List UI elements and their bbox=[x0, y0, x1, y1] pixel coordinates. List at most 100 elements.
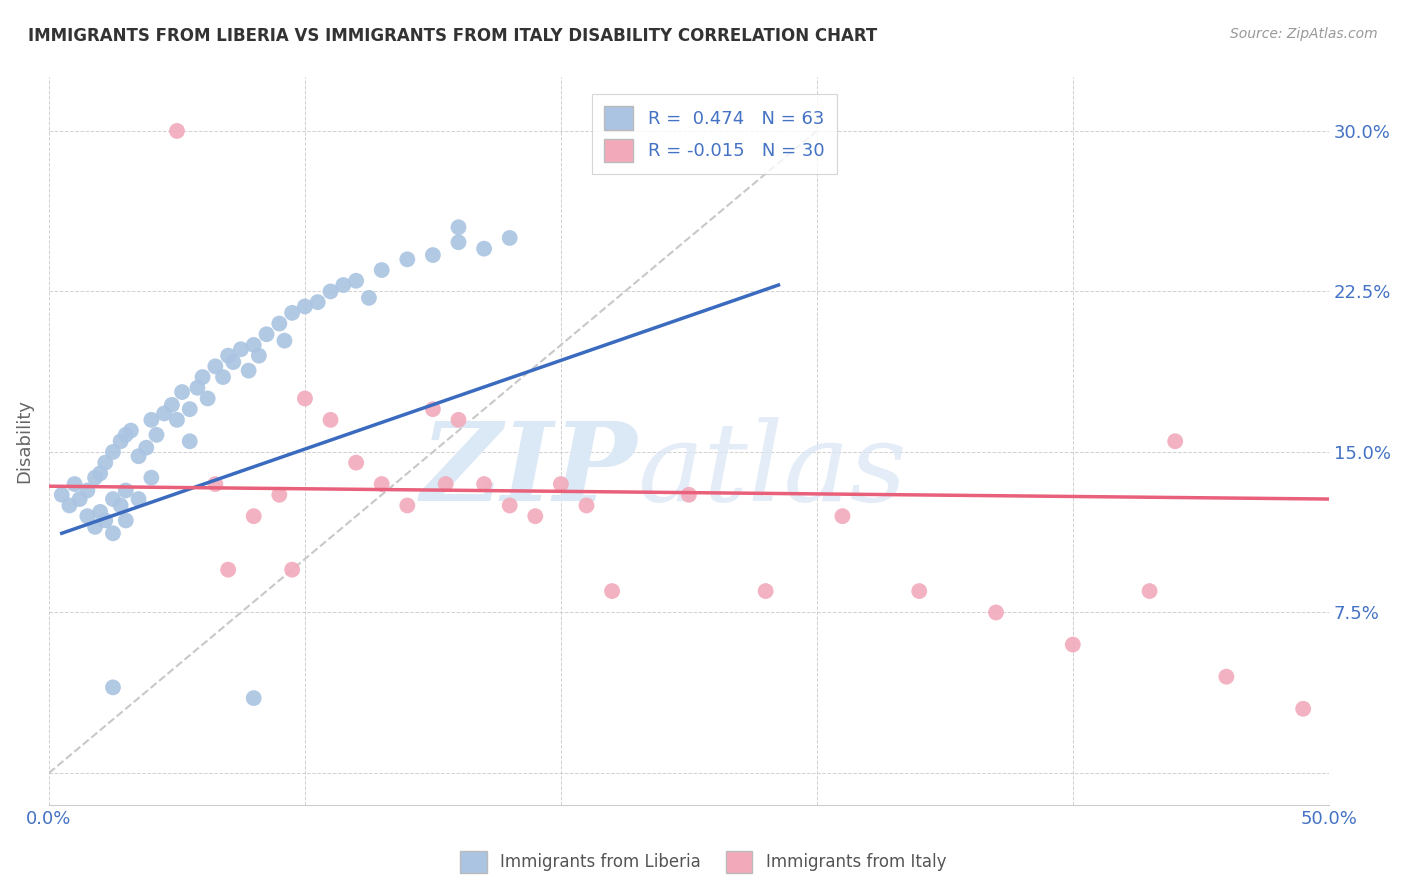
Point bbox=[51, 488, 73, 502]
Point bbox=[269, 317, 291, 331]
Legend: R =  0.474   N = 63, R = -0.015   N = 30: R = 0.474 N = 63, R = -0.015 N = 30 bbox=[592, 94, 837, 175]
Point bbox=[319, 413, 342, 427]
Point bbox=[84, 470, 107, 484]
Point bbox=[120, 424, 142, 438]
Point bbox=[281, 306, 304, 320]
Point bbox=[550, 477, 572, 491]
Point bbox=[128, 491, 150, 506]
Point bbox=[217, 349, 239, 363]
Point bbox=[204, 477, 226, 491]
Point bbox=[69, 491, 91, 506]
Point bbox=[447, 413, 470, 427]
Y-axis label: Disability: Disability bbox=[15, 400, 32, 483]
Point bbox=[242, 338, 264, 352]
Point bbox=[678, 488, 700, 502]
Point bbox=[197, 392, 219, 406]
Point bbox=[294, 300, 316, 314]
Point bbox=[1139, 584, 1161, 599]
Point bbox=[141, 413, 163, 427]
Point bbox=[114, 483, 136, 498]
Point bbox=[269, 488, 291, 502]
Point bbox=[1292, 702, 1315, 716]
Point bbox=[332, 278, 354, 293]
Point bbox=[160, 398, 183, 412]
Point bbox=[242, 509, 264, 524]
Point bbox=[179, 434, 201, 449]
Point bbox=[94, 456, 117, 470]
Point bbox=[247, 349, 270, 363]
Point bbox=[422, 402, 444, 417]
Point bbox=[908, 584, 931, 599]
Point bbox=[472, 477, 495, 491]
Point bbox=[101, 491, 124, 506]
Point bbox=[1215, 670, 1237, 684]
Point bbox=[76, 483, 98, 498]
Point bbox=[110, 434, 132, 449]
Point bbox=[396, 499, 419, 513]
Point bbox=[110, 499, 132, 513]
Point bbox=[179, 402, 201, 417]
Point bbox=[344, 456, 367, 470]
Point bbox=[396, 252, 419, 267]
Point bbox=[984, 606, 1007, 620]
Point bbox=[217, 563, 239, 577]
Point bbox=[273, 334, 295, 348]
Text: IMMIGRANTS FROM LIBERIA VS IMMIGRANTS FROM ITALY DISABILITY CORRELATION CHART: IMMIGRANTS FROM LIBERIA VS IMMIGRANTS FR… bbox=[28, 27, 877, 45]
Point bbox=[370, 477, 392, 491]
Point bbox=[191, 370, 214, 384]
Point bbox=[89, 505, 111, 519]
Point bbox=[128, 449, 150, 463]
Point bbox=[370, 263, 392, 277]
Point bbox=[84, 520, 107, 534]
Point bbox=[447, 220, 470, 235]
Point bbox=[101, 526, 124, 541]
Point bbox=[256, 327, 278, 342]
Point bbox=[242, 691, 264, 706]
Point bbox=[575, 499, 598, 513]
Point bbox=[135, 441, 157, 455]
Point bbox=[170, 385, 193, 400]
Point bbox=[831, 509, 853, 524]
Point bbox=[307, 295, 329, 310]
Point bbox=[1062, 638, 1084, 652]
Point bbox=[186, 381, 208, 395]
Point bbox=[229, 343, 252, 357]
Text: ZIP: ZIP bbox=[420, 417, 638, 524]
Point bbox=[101, 445, 124, 459]
Point bbox=[222, 355, 245, 369]
Point bbox=[755, 584, 778, 599]
Point bbox=[294, 392, 316, 406]
Point bbox=[600, 584, 623, 599]
Point bbox=[238, 364, 260, 378]
Point bbox=[141, 470, 163, 484]
Point bbox=[357, 291, 380, 305]
Point bbox=[114, 513, 136, 527]
Point bbox=[499, 231, 522, 245]
Point bbox=[63, 477, 86, 491]
Point bbox=[166, 124, 188, 138]
Point bbox=[166, 413, 188, 427]
Point bbox=[434, 477, 457, 491]
Text: Source: ZipAtlas.com: Source: ZipAtlas.com bbox=[1230, 27, 1378, 41]
Point bbox=[212, 370, 235, 384]
Point bbox=[114, 427, 136, 442]
Point bbox=[89, 467, 111, 481]
Point bbox=[319, 285, 342, 299]
Point bbox=[1164, 434, 1187, 449]
Point bbox=[281, 563, 304, 577]
Point bbox=[153, 406, 176, 420]
Point bbox=[422, 248, 444, 262]
Legend: Immigrants from Liberia, Immigrants from Italy: Immigrants from Liberia, Immigrants from… bbox=[453, 845, 953, 880]
Point bbox=[524, 509, 547, 524]
Point bbox=[472, 242, 495, 256]
Point bbox=[499, 499, 522, 513]
Point bbox=[76, 509, 98, 524]
Point bbox=[344, 274, 367, 288]
Text: atlas: atlas bbox=[638, 417, 907, 524]
Point bbox=[94, 513, 117, 527]
Point bbox=[204, 359, 226, 374]
Point bbox=[58, 499, 80, 513]
Point bbox=[447, 235, 470, 250]
Point bbox=[145, 427, 167, 442]
Point bbox=[101, 681, 124, 695]
